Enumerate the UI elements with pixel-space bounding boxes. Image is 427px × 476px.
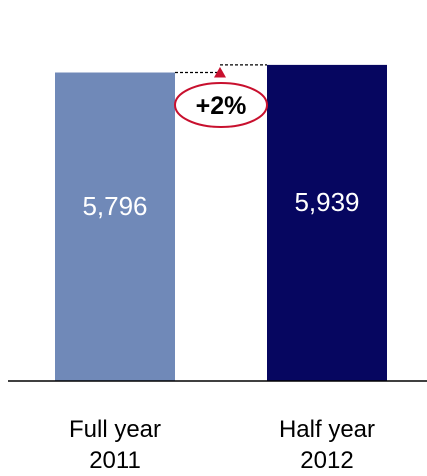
- bar-value-label-1: 5,939: [294, 187, 359, 217]
- category-label-0-0: Full year: [69, 416, 161, 443]
- category-label-1-1: 2012: [300, 447, 353, 474]
- category-label-1-0: Half year: [279, 416, 375, 443]
- growth-annotation-ellipse: [174, 82, 268, 128]
- growth-arrow-icon: [214, 66, 226, 78]
- connector-layer: [175, 64, 267, 78]
- bar-value-label-0: 5,796: [82, 191, 147, 221]
- bars-layer: [55, 64, 387, 381]
- growth-annotation-text: +2%: [196, 92, 247, 120]
- bar-0: [55, 72, 175, 381]
- bar-1: [267, 64, 387, 381]
- category-label-0-1: 2011: [89, 447, 141, 474]
- annotation-layer: +2%: [174, 82, 268, 128]
- labels-layer: 5,796 Full year 2011 5,939 Half year 2012: [69, 187, 375, 474]
